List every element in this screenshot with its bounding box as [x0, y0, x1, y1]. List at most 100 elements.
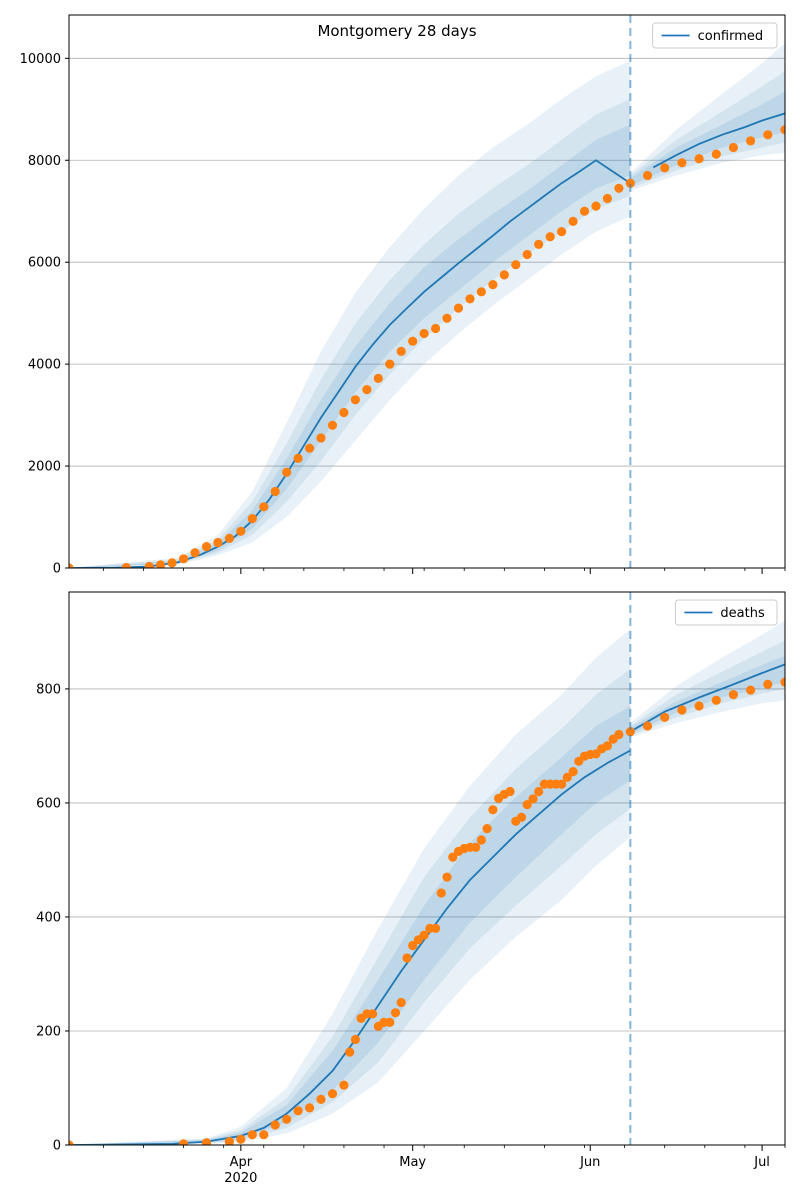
- chart-title: Montgomery 28 days: [317, 22, 476, 40]
- y-tick-label: 4000: [28, 358, 61, 373]
- axes-frame: [68, 591, 786, 1146]
- x-tick-sublabel: 2020: [224, 1171, 257, 1186]
- observed-point: [69, 1140, 74, 1145]
- observed-point: [476, 835, 486, 845]
- observed-point: [293, 453, 303, 463]
- observed-point: [385, 359, 395, 369]
- observed-point: [339, 1080, 349, 1090]
- observed-point: [711, 695, 721, 705]
- observed-point: [625, 727, 635, 737]
- observed-point: [522, 800, 532, 810]
- observed-point: [780, 125, 785, 135]
- observed-point: [442, 313, 452, 323]
- observed-point: [190, 548, 200, 558]
- observed-point: [408, 336, 418, 346]
- y-tick-label: 2000: [28, 460, 61, 475]
- observed-point: [201, 1138, 212, 1145]
- observed-point: [327, 420, 338, 430]
- observed-point: [270, 1120, 280, 1130]
- observed-point: [201, 542, 212, 552]
- observed-point: [614, 729, 624, 740]
- plot-area: [69, 620, 785, 1145]
- observed-point: [368, 1009, 378, 1019]
- observed-point: [442, 872, 452, 882]
- observed-point: [660, 163, 670, 173]
- legend-box: [674, 599, 778, 626]
- observed-point: [350, 395, 360, 405]
- observed-point: [213, 537, 223, 548]
- observed-point: [121, 562, 131, 568]
- observed-point: [557, 227, 567, 237]
- observed-point: [614, 183, 624, 193]
- observed-point: [396, 346, 406, 356]
- observed-point: [339, 407, 349, 418]
- observed-point: [522, 249, 532, 260]
- observed-point: [476, 287, 486, 297]
- observed-point: [350, 1034, 360, 1045]
- credible-band: [69, 655, 785, 1145]
- observed-point: [305, 443, 315, 453]
- plot-area: [69, 43, 785, 568]
- observed-point: [499, 270, 509, 280]
- observed-point: [144, 561, 154, 568]
- observed-point: [259, 1130, 269, 1140]
- observed-point: [694, 701, 704, 711]
- observed-point: [236, 1134, 246, 1144]
- credible-band: [69, 640, 785, 1145]
- legend: confirmed: [652, 22, 778, 49]
- y-tick-label: 200: [36, 1024, 61, 1039]
- observed-point: [746, 136, 756, 146]
- observed-point: [488, 280, 498, 290]
- observed-point: [436, 888, 446, 898]
- observed-point: [396, 997, 406, 1008]
- observed-point: [642, 721, 653, 731]
- observed-point: [579, 206, 590, 216]
- credible-band: [69, 620, 785, 1145]
- observed-point: [511, 260, 521, 270]
- observed-point: [305, 1103, 315, 1113]
- observed-point: [711, 149, 721, 159]
- legend-box: [652, 22, 778, 49]
- observed-point: [453, 303, 464, 313]
- observed-point: [167, 558, 177, 568]
- observed-point: [488, 805, 498, 815]
- observed-point: [385, 1017, 395, 1027]
- observed-point: [236, 526, 246, 536]
- observed-point: [534, 239, 544, 249]
- observed-point: [534, 786, 544, 797]
- observed-point: [362, 385, 372, 395]
- observed-point: [69, 563, 74, 568]
- observed-point: [179, 1139, 189, 1145]
- observed-point: [465, 294, 475, 304]
- axes-frame: [68, 14, 786, 569]
- y-tick-label: 8000: [28, 154, 61, 169]
- observed-point: [259, 502, 269, 512]
- x-tick-label: Jul: [753, 1155, 770, 1170]
- y-tick-label: 10000: [20, 52, 61, 67]
- observed-point: [419, 930, 429, 940]
- observed-point: [545, 232, 555, 242]
- observed-point: [602, 193, 613, 204]
- observed-point: [247, 514, 257, 524]
- observed-point: [419, 328, 429, 339]
- observed-point: [516, 812, 527, 822]
- observed-point: [780, 677, 785, 687]
- observed-point: [591, 201, 601, 211]
- observed-point: [282, 1114, 292, 1124]
- y-tick-label: 6000: [28, 256, 61, 271]
- observed-point: [763, 679, 773, 690]
- legend: deaths: [674, 599, 778, 626]
- observed-point: [557, 779, 567, 789]
- observed-point: [431, 323, 441, 334]
- observed-point: [471, 842, 481, 853]
- observed-point: [746, 685, 756, 695]
- observed-point: [505, 786, 515, 797]
- observed-point: [270, 486, 280, 497]
- observed-point: [728, 690, 739, 700]
- observed-point: [602, 741, 613, 751]
- observed-point: [677, 158, 687, 168]
- legend-entry: confirmed: [698, 29, 764, 44]
- model-line-deaths: [629, 663, 785, 733]
- observed-point: [316, 433, 326, 443]
